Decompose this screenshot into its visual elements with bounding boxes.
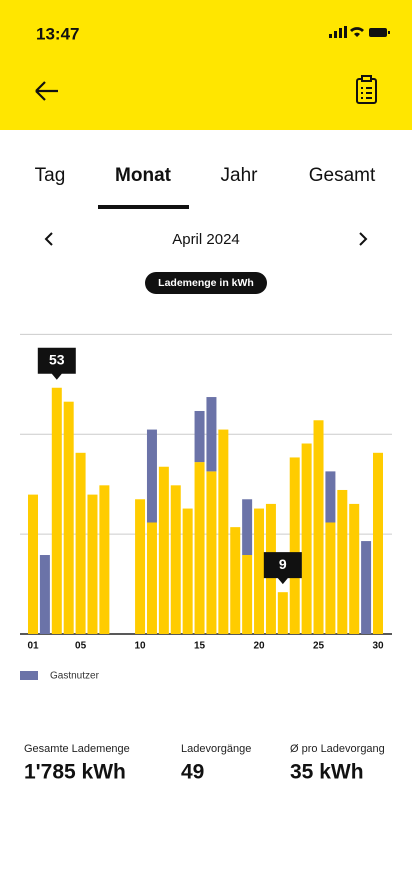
bar-segment xyxy=(373,452,383,634)
tab[interactable]: Monat xyxy=(115,165,172,186)
x-tick-label: 20 xyxy=(253,641,265,652)
bar-segment xyxy=(63,401,74,634)
bar-segment xyxy=(218,429,229,634)
bar-segment xyxy=(325,522,336,634)
bar-segment xyxy=(135,499,146,634)
bar-segment xyxy=(254,508,265,634)
legend-label: Gastnutzer xyxy=(50,671,100,682)
x-tick-label: 01 xyxy=(27,641,39,652)
back-button[interactable] xyxy=(35,81,58,101)
bar-segment xyxy=(289,457,300,634)
tooltip-value: 9 xyxy=(279,556,287,572)
bar-segment xyxy=(230,527,241,634)
header xyxy=(0,0,412,130)
stat-value: 35 kWh xyxy=(290,761,364,784)
bar-segment xyxy=(325,471,336,523)
bar-segment xyxy=(277,592,288,634)
tab[interactable]: Gesamt xyxy=(309,165,376,186)
legend-swatch xyxy=(20,671,38,680)
report-button[interactable] xyxy=(356,75,377,104)
status-time: 13:47 xyxy=(36,24,79,43)
bar-segment xyxy=(361,541,372,634)
bar-segment xyxy=(206,471,217,634)
x-tick-label: 05 xyxy=(75,641,87,652)
tab-indicator xyxy=(98,205,189,209)
tab[interactable]: Jahr xyxy=(221,165,259,186)
chart-subtitle: Lademenge in kWh xyxy=(158,277,254,289)
stat-label: Ø pro Ladevorgang xyxy=(290,743,385,755)
stat-label: Ladevorgänge xyxy=(181,743,251,755)
period: April 2024 xyxy=(172,231,240,248)
bar-segment xyxy=(242,555,253,634)
bar-segment xyxy=(170,485,181,634)
bar-segment xyxy=(146,429,157,523)
x-tick-label: 15 xyxy=(194,641,206,652)
stat-label: Gesamte Lademenge xyxy=(24,743,130,755)
x-tick-label: 30 xyxy=(372,641,384,652)
bar-segment xyxy=(301,443,312,634)
unit-pill xyxy=(145,272,267,294)
status-icons xyxy=(329,26,390,38)
bar-segment xyxy=(87,494,98,634)
bar-segment xyxy=(337,489,348,634)
x-tick-label: 10 xyxy=(135,641,147,652)
bar-segment xyxy=(182,508,193,634)
x-tick-label: 25 xyxy=(313,641,325,652)
bar-segment xyxy=(349,503,360,634)
tooltip-value: 53 xyxy=(49,351,65,367)
stat-value: 1'785 kWh xyxy=(24,761,126,784)
tooltip xyxy=(263,552,302,585)
bar-segment xyxy=(28,494,38,634)
bar-segment xyxy=(39,555,50,634)
bar-segment xyxy=(242,499,253,556)
bar-segment xyxy=(99,485,110,634)
bar-segment xyxy=(194,462,205,634)
bar-segment xyxy=(51,387,62,634)
bar-segment xyxy=(75,452,86,634)
prev-month[interactable] xyxy=(44,232,53,246)
stat-value: 49 xyxy=(181,761,204,784)
bar-segment xyxy=(206,397,217,472)
tooltip xyxy=(37,347,76,380)
next-month[interactable] xyxy=(359,232,368,246)
bar-segment xyxy=(194,410,205,463)
bar-segment xyxy=(146,522,157,634)
bar-segment xyxy=(313,420,324,634)
bar-segment xyxy=(158,466,169,634)
tab[interactable]: Tag xyxy=(35,165,66,186)
